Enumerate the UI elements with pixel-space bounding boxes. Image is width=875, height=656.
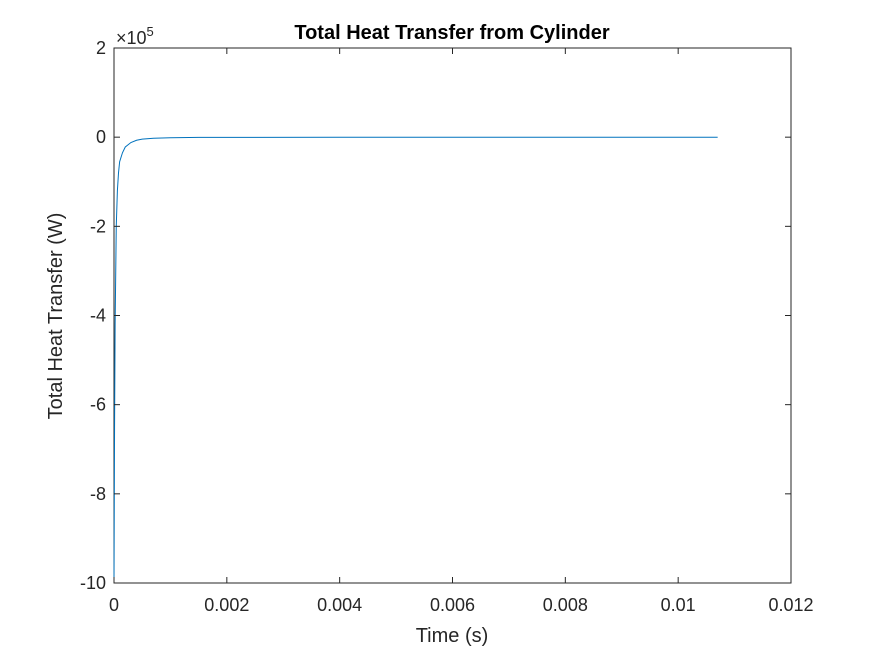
series-line bbox=[113, 136, 718, 584]
plot-series bbox=[113, 136, 718, 584]
x-tick-label: 0.004 bbox=[317, 595, 362, 615]
x-tick-label: 0.012 bbox=[768, 595, 813, 615]
y-tick-label: 2 bbox=[96, 38, 106, 58]
x-axis-label: Time (s) bbox=[416, 625, 489, 647]
y-axis-label: Total Heat Transfer (W) bbox=[45, 213, 67, 420]
x-tick-label: 0 bbox=[109, 595, 119, 615]
y-axis-exponent: ×105 bbox=[116, 24, 154, 48]
x-tick-label: 0.008 bbox=[543, 595, 588, 615]
y-axis-exponent-power: 5 bbox=[147, 24, 154, 39]
plot-frame bbox=[113, 47, 792, 584]
plot-axes bbox=[113, 47, 792, 584]
y-tick-label: 0 bbox=[96, 127, 106, 147]
y-tick-label: -4 bbox=[90, 306, 106, 326]
y-tick-label: -10 bbox=[80, 573, 106, 593]
y-tick-label: -6 bbox=[90, 395, 106, 415]
x-tick-label: 0.006 bbox=[430, 595, 475, 615]
chart-title: Total Heat Transfer from Cylinder bbox=[294, 22, 609, 44]
x-tick-label: 0.002 bbox=[204, 595, 249, 615]
y-tick-label: -8 bbox=[90, 484, 106, 504]
x-tick-label: 0.01 bbox=[661, 595, 696, 615]
y-tick-label: -2 bbox=[90, 216, 106, 236]
y-axis-exponent-base: ×10 bbox=[116, 28, 147, 48]
axis-ticks: 0 0.002 0.004 0.006 0.008 0.01 0.012 2 0 -2 -4 -6 -8… bbox=[80, 38, 814, 615]
